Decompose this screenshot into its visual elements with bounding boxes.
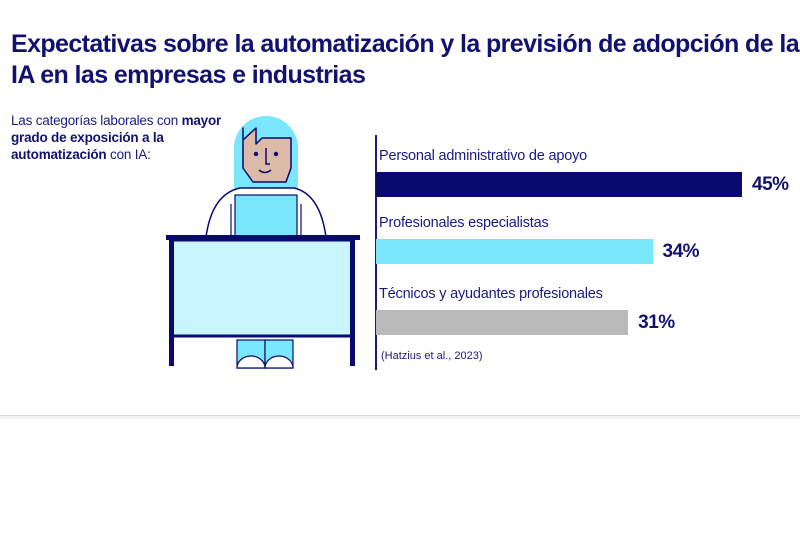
mouth-shape (258, 169, 272, 174)
desk-shape (170, 238, 354, 338)
section-divider (0, 415, 800, 416)
intro-text-1: Las categorías laborales con (11, 113, 182, 128)
value-label: 34% (662, 241, 700, 262)
section-divider-shadow (0, 416, 800, 419)
category-label: Técnicos y ayudantes profesionales (379, 286, 603, 302)
chart-source: (Hatzius et al., 2023) (381, 350, 483, 362)
category-label: Profesionales especialistas (379, 215, 549, 231)
category-label: Personal administrativo de apoyo (379, 148, 587, 164)
nose-shape (265, 148, 270, 165)
left-eye-icon (253, 151, 259, 157)
person-at-desk-illustration (166, 116, 360, 369)
bar (376, 310, 629, 335)
chart-intro: Las categorías laborales con mayor grado… (11, 112, 226, 163)
value-label: 31% (638, 312, 675, 333)
desk-top-shape (166, 235, 360, 240)
bar (376, 172, 742, 197)
intro-text-2: con IA: (106, 147, 151, 162)
intro-text-bold: mayor grado de exposición a la automatiz… (11, 113, 222, 162)
bar (376, 239, 653, 264)
laptop-shape (234, 194, 298, 237)
right-eye-icon (273, 151, 279, 157)
value-label: 45% (752, 174, 789, 195)
page-title: Expectativas sobre la automatización y l… (11, 30, 800, 89)
chart-axis-line (375, 135, 377, 370)
face-shape (242, 127, 292, 183)
